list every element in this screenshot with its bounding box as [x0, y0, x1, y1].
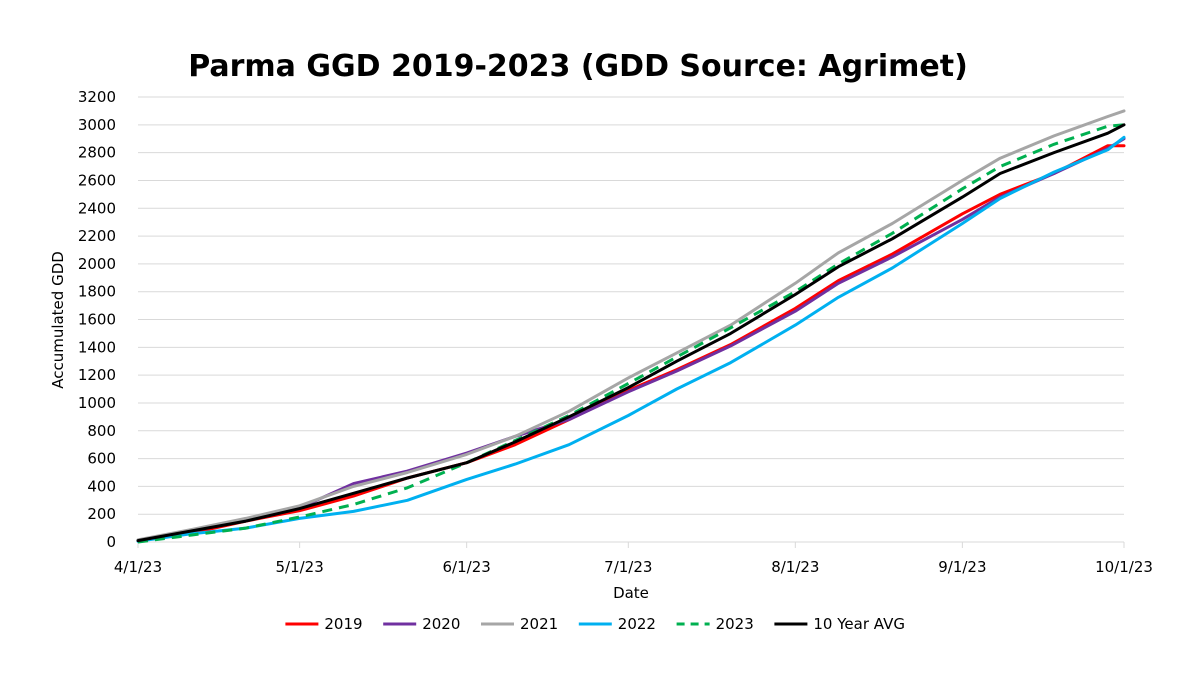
y-tick-label: 1600 — [78, 311, 116, 329]
series-line-2020 — [136, 137, 1126, 543]
y-tick-label: 2200 — [78, 227, 116, 245]
y-tick-label: 800 — [87, 422, 116, 440]
y-tick-label: 600 — [87, 450, 116, 468]
x-tick-label: 4/1/23 — [114, 558, 162, 576]
x-tick-label: 9/1/23 — [938, 558, 986, 576]
y-tick-label: 3200 — [78, 88, 116, 106]
legend: 2019 2020 2021 2022 2023 10 Year AVG — [285, 615, 905, 633]
series-line-10-year-avg — [136, 123, 1126, 543]
y-tick-label: 1200 — [78, 366, 116, 384]
y-axis-label: Accumulated GDD — [49, 251, 67, 389]
y-tick-label: 0 — [106, 533, 116, 551]
x-tick-label: 10/1/23 — [1095, 558, 1153, 576]
y-tick-label: 2800 — [78, 144, 116, 162]
x-axis-label: Date — [613, 584, 649, 602]
y-tick-label: 200 — [87, 505, 116, 523]
legend-label-2020: 2020 — [422, 615, 460, 633]
y-tick-label: 400 — [87, 477, 116, 495]
x-tick-label: 8/1/23 — [771, 558, 819, 576]
legend-label-2022: 2022 — [618, 615, 656, 633]
x-axis-ticks: 4/1/23 5/1/23 6/1/23 7/1/23 8/1/23 9/1/23 10/1… — [114, 542, 1153, 576]
x-tick-label: 6/1/23 — [443, 558, 491, 576]
y-tick-label: 1400 — [78, 338, 116, 356]
legend-label-2023: 2023 — [716, 615, 754, 633]
series-lines — [136, 109, 1126, 544]
legend-label-2021: 2021 — [520, 615, 558, 633]
legend-label-2019: 2019 — [324, 615, 362, 633]
y-tick-label: 2000 — [78, 255, 116, 273]
y-tick-label: 1000 — [78, 394, 116, 412]
x-tick-label: 7/1/23 — [604, 558, 652, 576]
y-axis-ticks: 0 200 400 600 800 1000 1200 1400 1600 1800 2000 220… — [78, 88, 116, 551]
y-tick-label: 2400 — [78, 199, 116, 217]
x-tick-label: 5/1/23 — [275, 558, 323, 576]
y-tick-label: 3000 — [78, 116, 116, 134]
y-tick-label: 2600 — [78, 171, 116, 189]
chart-title: Parma GGD 2019-2023 (GDD Source: Agrimet… — [188, 49, 968, 84]
series-line-2023 — [137, 123, 1125, 544]
grid-lines — [138, 96, 1124, 515]
series-line-2019 — [136, 144, 1126, 543]
series-line-2022 — [136, 135, 1126, 543]
y-tick-label: 1800 — [78, 283, 116, 301]
legend-label-10-year-avg: 10 Year AVG — [813, 615, 905, 633]
series-line-2021 — [136, 109, 1126, 542]
